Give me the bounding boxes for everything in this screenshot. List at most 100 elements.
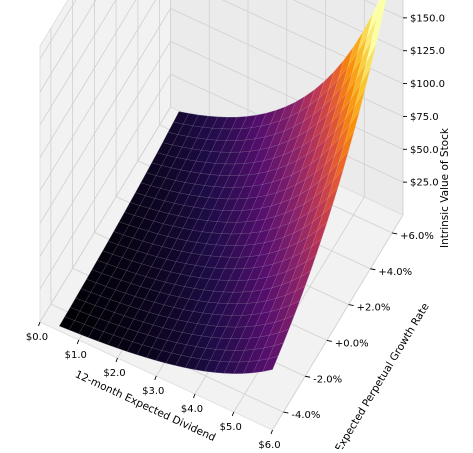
surface-edge [230, 139, 246, 153]
surface-edge [68, 320, 85, 334]
surface-edge [234, 337, 251, 351]
surface-edge [260, 110, 277, 127]
surface-edge [171, 238, 188, 252]
surface-edge [291, 154, 308, 176]
surface-edge [252, 276, 268, 292]
surface-edge [185, 252, 202, 266]
x-tick-label: $4.0 [181, 404, 203, 415]
surface-edge [289, 285, 306, 306]
surface-edge [215, 151, 231, 165]
surface-edge [285, 276, 302, 296]
surface-edge [154, 188, 171, 202]
surface-edge [220, 326, 237, 339]
surface-edge [140, 172, 157, 186]
surface-edge [166, 329, 183, 343]
x-gridline [272, 0, 404, 431]
surface-edge [307, 105, 324, 131]
surface-edge [133, 308, 150, 323]
surface-edge [91, 259, 108, 274]
surface-edge [176, 332, 193, 346]
surface-edge [177, 123, 194, 137]
surface-edge [278, 232, 295, 252]
surface-edge [222, 198, 239, 211]
surface-edge [108, 312, 125, 326]
surface-edge [226, 210, 243, 223]
surface-edge [85, 292, 101, 306]
surface-edge [294, 187, 311, 210]
z-tick-label: $100.0 [410, 79, 445, 90]
x-tick-label: $5.0 [220, 422, 242, 433]
surface-edge [163, 213, 179, 227]
surface-edge [299, 89, 316, 113]
surface-edge [259, 216, 276, 233]
surface-edge [191, 137, 208, 151]
surface-edge [173, 111, 190, 125]
surface-edge [259, 321, 276, 338]
surface-edge [342, 52, 358, 87]
surface-edge [276, 256, 293, 275]
surface-edge [253, 147, 270, 163]
surface-edge [325, 111, 342, 140]
surface-edge [181, 240, 198, 254]
surface-edge [333, 150, 349, 181]
surface-edge [246, 289, 263, 304]
surface-edge [210, 139, 227, 153]
surface-edge [132, 227, 149, 242]
surface-edge [244, 149, 260, 164]
surface-edge [75, 288, 92, 303]
surface-edge [214, 361, 230, 374]
surface-edge [330, 118, 346, 148]
surface-edge [302, 205, 319, 229]
surface-edge [195, 150, 212, 163]
surface-edge [123, 224, 139, 239]
surface-edge [147, 220, 164, 235]
surface-edge [241, 114, 257, 129]
surface-edge [278, 314, 295, 334]
surface-edge [79, 301, 96, 316]
surface-edge [165, 352, 182, 366]
axis-ticks: $0.0 $1.0 $2.0 $3.0 $4.0 $5.0 $6.0 -4.0% -2.0% +0… [26, 13, 445, 451]
surface-edge [307, 213, 324, 238]
surface-edge [241, 196, 258, 211]
y-tick-label: -4.0% [291, 410, 320, 421]
surface-edge [223, 361, 240, 374]
surface-edge [239, 244, 256, 258]
surface-edge [190, 242, 207, 255]
surface-edge [93, 318, 110, 332]
surface-edge [258, 345, 275, 361]
surface-edge [126, 260, 142, 274]
surface-edge [261, 192, 277, 209]
x-tick [154, 375, 157, 381]
surface-edge [250, 112, 267, 128]
surface-edge [225, 128, 242, 141]
surface-edge [243, 255, 260, 269]
surface-edge [245, 125, 262, 141]
surface-edge [221, 303, 238, 316]
surface-edge [238, 267, 254, 281]
surface-edge [172, 134, 188, 148]
surface-edge [258, 157, 274, 174]
y-tick [326, 339, 332, 342]
surface-edge [327, 85, 343, 115]
surface-edge [74, 310, 90, 325]
surface-edge [257, 263, 274, 280]
y-tick-label: +4.0% [378, 267, 412, 278]
surface-edge [244, 336, 261, 351]
surface-edge [311, 113, 328, 140]
surface-edge [128, 215, 145, 229]
surface-edge [320, 129, 337, 158]
surface-edge [356, 40, 372, 80]
surface-edge [172, 215, 189, 229]
surface-edge [83, 314, 100, 329]
surface-edge [218, 186, 234, 200]
surface-edge [132, 331, 149, 346]
surface-edge [123, 305, 140, 320]
surface-edge [126, 341, 143, 355]
surface-edge [233, 256, 250, 270]
surface-edge [264, 120, 281, 138]
surface-edge [214, 256, 231, 269]
surface-edge [255, 311, 271, 327]
surface-edge [297, 113, 314, 137]
surface-edge [290, 261, 307, 282]
surface-edge [264, 226, 280, 244]
